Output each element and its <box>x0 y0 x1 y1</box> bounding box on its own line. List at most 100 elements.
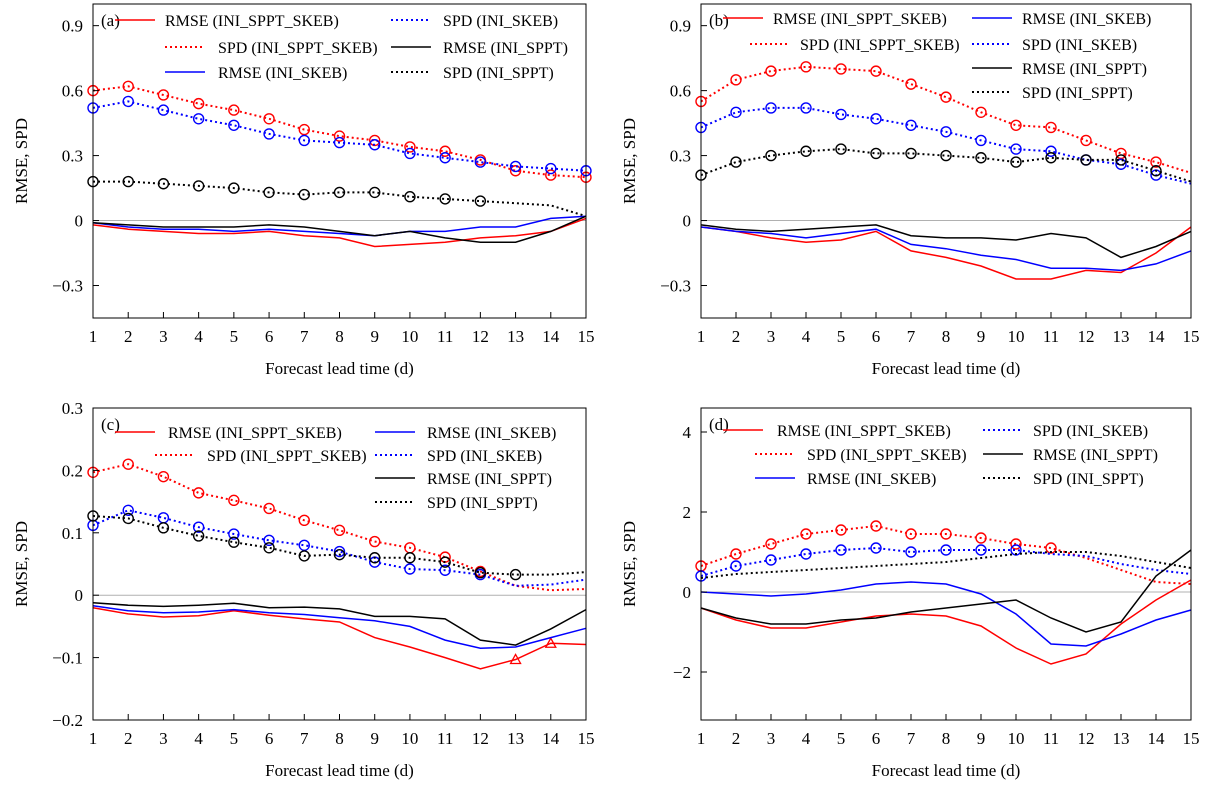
panel-label: (b) <box>709 11 729 30</box>
y-tick-label: 0.1 <box>62 524 83 543</box>
data-point-marker <box>192 487 205 499</box>
series-line-rmse-ini_skeb <box>700 226 1192 272</box>
data-point-marker <box>730 548 742 560</box>
data-point-marker <box>545 162 557 175</box>
x-tick-label: 5 <box>230 729 239 748</box>
data-point-marker <box>228 536 240 548</box>
y-tick-label: 0.3 <box>670 147 691 166</box>
y-tick-label: 0 <box>75 586 84 605</box>
legend-label: RMSE (INI_SPPT_SKEB) <box>777 423 951 440</box>
data-point-marker <box>298 134 310 147</box>
legend-label: RMSE (INI_SPPT_SKEB) <box>773 11 947 28</box>
data-point-marker <box>369 552 381 564</box>
x-tick-label: 4 <box>802 327 811 346</box>
x-tick-label: 15 <box>578 327 595 346</box>
data-point-marker <box>730 106 742 118</box>
series-line-rmse-ini_sppt_skeb <box>92 606 587 670</box>
series-line-rmse-ini_sppt <box>92 601 587 646</box>
data-point-marker <box>1045 145 1057 157</box>
data-point-marker <box>157 89 170 101</box>
data-point-marker <box>870 65 882 77</box>
y-tick-label: 0 <box>75 212 84 231</box>
x-tick-label: 2 <box>124 327 133 346</box>
legend-label: SPD (INI_SKEB) <box>1022 37 1137 54</box>
data-point-marker <box>333 545 346 558</box>
x-tick-label: 13 <box>1113 327 1130 346</box>
series-line-spd-ini_sppt <box>92 515 587 576</box>
data-point-marker <box>192 521 205 533</box>
data-point-marker <box>263 534 275 546</box>
data-point-marker <box>940 126 952 138</box>
data-point-marker <box>800 102 812 114</box>
y-tick-label: 2 <box>683 503 692 522</box>
data-point-marker <box>975 134 987 147</box>
legend-label: SPD (INI_SPPT) <box>427 495 538 512</box>
data-point-marker <box>975 106 987 118</box>
x-tick-label: 14 <box>542 327 560 346</box>
data-point-marker <box>1045 121 1057 134</box>
series-line-rmse-ini_sppt_skeb <box>700 579 1192 665</box>
data-point-marker <box>439 145 451 157</box>
data-point-marker <box>298 514 310 527</box>
data-point-marker <box>765 102 777 114</box>
data-point-marker <box>192 180 205 192</box>
data-point-marker <box>509 568 522 581</box>
x-tick-label: 11 <box>1043 729 1059 748</box>
data-point-marker <box>157 470 170 483</box>
data-point-marker <box>800 548 812 560</box>
x-axis-label: Forecast lead time (d) <box>265 761 414 780</box>
x-tick-label: 7 <box>907 729 916 748</box>
x-tick-label: 13 <box>1113 729 1130 748</box>
series-line-rmse-ini_sppt_skeb <box>700 226 1192 280</box>
data-point-marker <box>870 147 882 160</box>
data-point-marker <box>439 564 451 576</box>
x-tick-label: 1 <box>89 327 98 346</box>
data-point-marker <box>1115 147 1127 160</box>
data-point-marker <box>333 186 346 199</box>
x-tick-label: 12 <box>472 729 489 748</box>
data-point-marker <box>975 544 987 556</box>
panel-label: (c) <box>101 415 120 434</box>
y-tick-label: 0.2 <box>62 461 83 480</box>
panel-label: (d) <box>709 415 729 434</box>
data-point-marker <box>1045 152 1057 164</box>
x-tick-label: 6 <box>872 327 881 346</box>
data-point-marker <box>298 123 310 136</box>
data-point-marker <box>122 80 134 92</box>
x-tick-label: 3 <box>159 327 168 346</box>
data-point-marker <box>765 538 777 550</box>
x-tick-label: 14 <box>542 729 560 748</box>
y-axis-label: RMSE, SPD <box>620 118 639 204</box>
data-point-marker <box>835 524 847 536</box>
y-tick-label: −2 <box>673 663 691 682</box>
data-point-marker <box>545 169 557 181</box>
chart-panel-a: −0.300.30.60.91 2 3 4 5 6 7 8 9 10 11 12 13 14 15Forec… <box>12 3 595 378</box>
x-tick-label: 11 <box>437 729 453 748</box>
data-point-marker <box>800 145 812 157</box>
data-point-marker <box>940 149 952 162</box>
data-point-marker <box>1150 156 1162 168</box>
data-point-marker <box>298 188 310 201</box>
x-tick-label: 9 <box>370 327 379 346</box>
data-point-marker <box>940 91 952 103</box>
data-point-marker <box>263 113 275 125</box>
series-line-spd-ini_sppt <box>93 180 587 218</box>
legend-label: SPD (INI_SPPT_SKEB) <box>218 40 378 57</box>
series-line-rmse-ini_sppt <box>700 549 1192 633</box>
data-point-marker <box>905 546 917 558</box>
x-tick-label: 13 <box>507 327 524 346</box>
series-line-spd-ini_sppt_skeb <box>700 65 1192 174</box>
data-point-marker <box>975 152 987 164</box>
data-point-marker <box>870 113 882 125</box>
x-tick-label: 10 <box>401 729 418 748</box>
data-point-marker <box>1010 143 1022 155</box>
data-point-marker <box>192 97 205 110</box>
x-tick-label: 6 <box>872 729 881 748</box>
x-tick-label: 2 <box>124 729 133 748</box>
x-tick-label: 4 <box>802 729 811 748</box>
x-tick-label: 5 <box>230 327 239 346</box>
x-tick-label: 1 <box>697 327 706 346</box>
data-point-marker <box>905 528 917 540</box>
